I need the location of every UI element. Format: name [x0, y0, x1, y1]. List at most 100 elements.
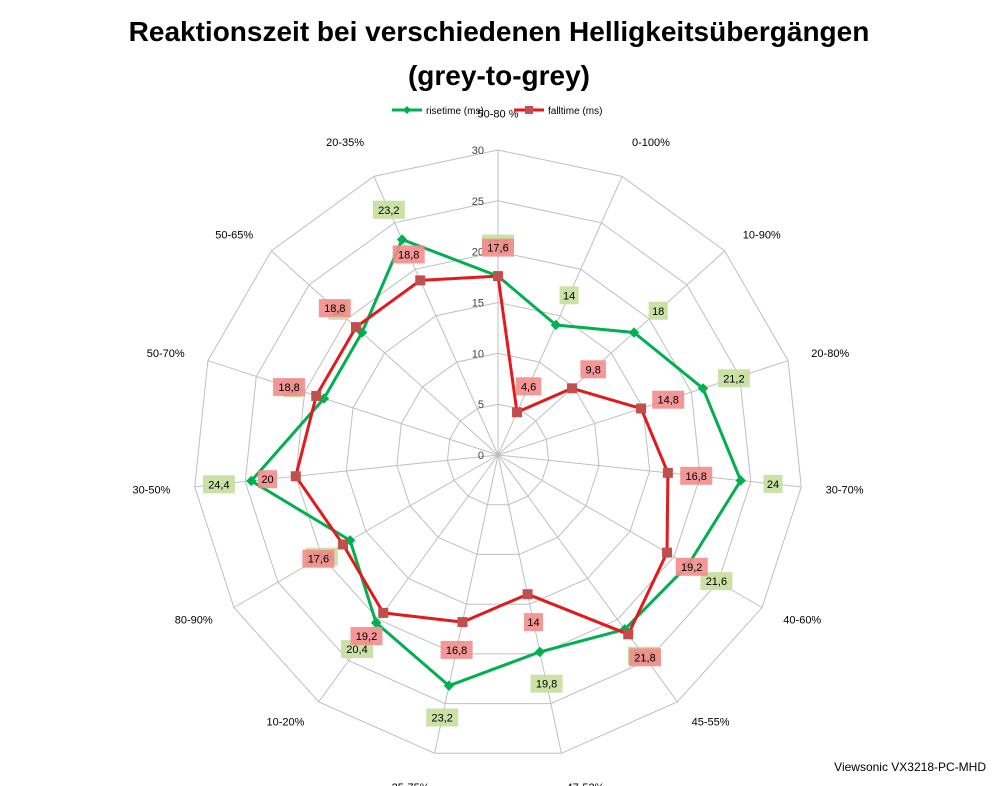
data-label-bg	[440, 640, 473, 659]
data-label-text: 24	[767, 479, 779, 491]
data-point	[350, 322, 361, 333]
category-label: 30-50%	[132, 484, 170, 496]
data-label-text: 23,2	[378, 205, 399, 217]
category-label: 20-35%	[326, 137, 364, 149]
data-label-bg	[763, 474, 783, 493]
grid-spoke	[497, 454, 562, 754]
tick-label: 25	[472, 196, 484, 208]
data-label-text: 18,8	[278, 382, 299, 394]
data-label-bg	[258, 470, 277, 489]
data-point	[697, 383, 709, 394]
data-label: 18,8	[318, 299, 351, 318]
category-label: 80-90%	[175, 615, 213, 627]
data-label-text: 19,2	[681, 562, 702, 574]
grid-spoke	[270, 250, 499, 456]
data-point	[338, 539, 349, 550]
data-label: 16,8	[680, 466, 713, 485]
grid-ring	[396, 352, 600, 555]
data-label: 19,2	[350, 627, 383, 645]
data-label-bg	[652, 390, 685, 409]
tick-label: 5	[478, 399, 484, 411]
tick-label: 0	[478, 450, 484, 462]
data-label-text: 19,2	[356, 631, 377, 643]
data-label: 20	[258, 470, 277, 489]
data-label-bg	[524, 613, 543, 632]
series-risetime	[246, 234, 746, 691]
data-label-text: 20	[261, 474, 273, 486]
data-label: 19,2	[675, 557, 708, 576]
data-label: 9,8	[580, 360, 606, 379]
data-label: 23,2	[426, 708, 459, 727]
data-label-bg	[580, 360, 606, 379]
data-label-text: 9,8	[586, 364, 601, 376]
radar-grid	[194, 149, 802, 754]
data-label-text: 21,2	[723, 373, 744, 385]
data-label-bg	[202, 475, 235, 494]
chart-title-line-2: (grey-to-grey)	[407, 60, 590, 91]
chart-title-line-1: Reaktionszeit bei verschiedenen Helligke…	[128, 16, 870, 47]
data-label: 17,6	[482, 238, 514, 257]
grid-ring	[345, 301, 651, 605]
grid-spoke	[318, 454, 499, 703]
data-label-bg	[530, 674, 563, 693]
data-point	[623, 629, 634, 640]
legend-label: risetime (ms)	[426, 106, 484, 117]
data-point	[396, 234, 408, 245]
data-point	[735, 475, 746, 486]
grid-ring	[244, 200, 752, 705]
tick-label: 10	[472, 348, 484, 360]
data-label-bg	[482, 238, 514, 257]
category-labels: 50-80 % 0-100% 10-90% 20-80% 30-70% 40-60% 45-…	[132, 109, 863, 786]
data-point	[443, 680, 455, 691]
grid-spoke	[497, 454, 802, 488]
data-label: 17,6	[302, 549, 335, 568]
data-label-bg	[700, 572, 733, 591]
data-point	[512, 407, 523, 418]
radial-axis-ticks: 0 5 10 15 20 25 30	[472, 145, 484, 462]
data-label-text: 18	[652, 306, 664, 318]
category-label: 10-20%	[266, 717, 304, 729]
grid-spoke	[497, 250, 726, 456]
data-label-bg	[680, 466, 713, 485]
data-point	[534, 646, 546, 658]
data-label-text: 16,8	[446, 645, 467, 657]
category-label: 0-100%	[632, 137, 670, 149]
grid-spoke	[373, 176, 499, 456]
grid-spoke	[194, 454, 499, 488]
data-label: 18,8	[392, 245, 425, 264]
data-label-bg	[273, 378, 306, 397]
data-label-bg	[515, 377, 542, 396]
tick-label: 15	[472, 298, 484, 310]
data-point	[567, 383, 578, 394]
data-label-bg	[629, 648, 661, 667]
tick-label: 30	[472, 145, 484, 157]
data-label: 19,8	[530, 674, 563, 693]
data-label-bg	[717, 369, 750, 388]
data-label-bg	[559, 286, 579, 305]
category-label: 50-65%	[215, 230, 253, 242]
data-label: 21,6	[700, 572, 733, 591]
chart-credit: Viewsonic VX3218-PC-MHD	[834, 760, 986, 774]
data-label: 4,6	[515, 377, 542, 396]
data-point	[290, 471, 301, 482]
data-label: 23,2	[372, 200, 405, 219]
data-label-text: 17,6	[308, 554, 329, 566]
category-label: 40-60%	[783, 615, 821, 627]
category-label: 25-75%	[392, 782, 430, 786]
data-label-text: 16,8	[685, 471, 706, 483]
category-label: 50-70%	[147, 348, 185, 360]
series-line	[249, 238, 743, 688]
data-label: 21,8	[629, 648, 661, 667]
data-label-text: 23,2	[431, 713, 452, 725]
data-label-bg	[318, 299, 351, 318]
data-label-text: 20,4	[346, 644, 367, 656]
data-label-text: 18,8	[324, 303, 345, 315]
data-label: 14	[524, 613, 543, 632]
data-label-text: 14	[527, 617, 539, 629]
data-label: 24,4	[202, 475, 235, 494]
data-label-text: 21,6	[706, 576, 727, 588]
data-label: 24	[763, 474, 783, 493]
data-label: 21,2	[717, 369, 750, 388]
grid-ring	[295, 251, 701, 655]
